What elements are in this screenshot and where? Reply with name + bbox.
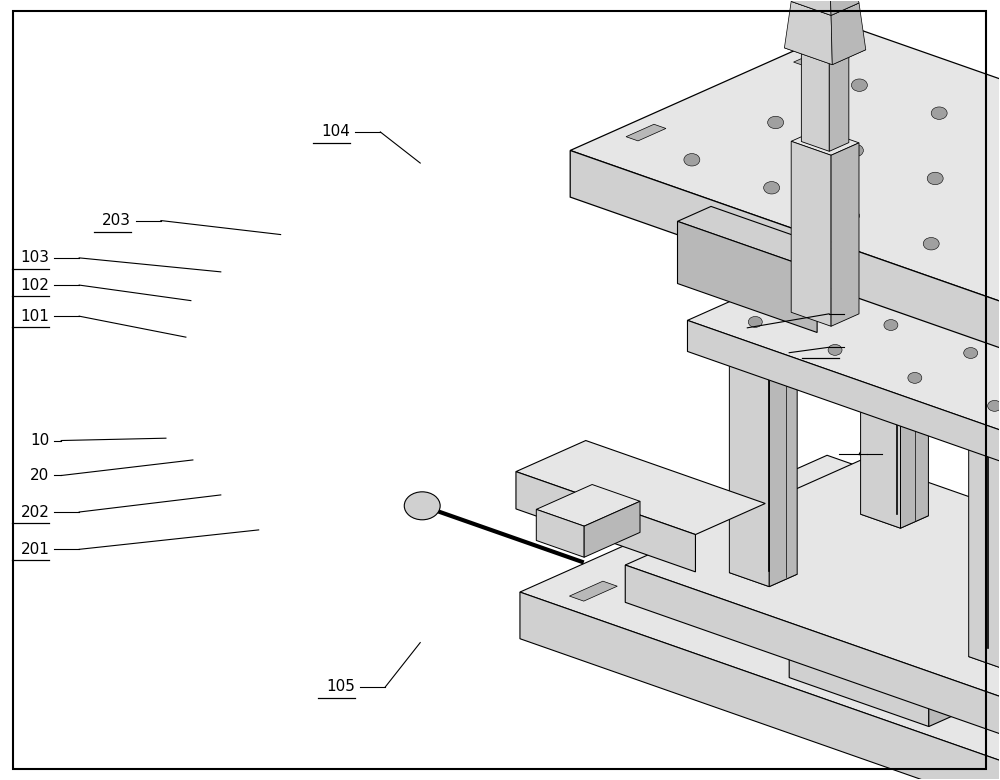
Polygon shape bbox=[791, 0, 831, 16]
Polygon shape bbox=[536, 484, 640, 526]
Polygon shape bbox=[570, 26, 1000, 332]
Polygon shape bbox=[626, 124, 666, 141]
Polygon shape bbox=[769, 356, 797, 587]
Polygon shape bbox=[791, 129, 859, 155]
Circle shape bbox=[923, 237, 939, 250]
Polygon shape bbox=[829, 49, 849, 151]
Polygon shape bbox=[831, 143, 859, 326]
Circle shape bbox=[748, 317, 762, 328]
Polygon shape bbox=[584, 502, 640, 557]
Text: 203: 203 bbox=[102, 213, 131, 228]
Polygon shape bbox=[831, 3, 866, 65]
Polygon shape bbox=[829, 0, 859, 16]
Text: 106: 106 bbox=[810, 340, 839, 355]
Circle shape bbox=[908, 372, 922, 383]
Circle shape bbox=[927, 172, 943, 185]
Polygon shape bbox=[791, 0, 859, 16]
Polygon shape bbox=[861, 296, 900, 528]
Polygon shape bbox=[821, 470, 869, 489]
Text: 202: 202 bbox=[20, 505, 49, 519]
Text: 104: 104 bbox=[322, 125, 350, 140]
Polygon shape bbox=[729, 560, 797, 587]
Circle shape bbox=[931, 107, 947, 119]
Circle shape bbox=[851, 79, 867, 91]
Polygon shape bbox=[801, 48, 829, 151]
Circle shape bbox=[768, 116, 784, 129]
Polygon shape bbox=[969, 644, 1000, 671]
Text: 102: 102 bbox=[20, 278, 49, 292]
Polygon shape bbox=[969, 439, 1000, 671]
Circle shape bbox=[860, 267, 874, 278]
Polygon shape bbox=[801, 40, 849, 58]
Polygon shape bbox=[861, 502, 928, 528]
Polygon shape bbox=[516, 472, 695, 572]
Polygon shape bbox=[625, 565, 1000, 750]
Polygon shape bbox=[678, 207, 851, 271]
Circle shape bbox=[988, 400, 1000, 411]
Circle shape bbox=[964, 348, 978, 359]
Circle shape bbox=[764, 182, 780, 194]
Polygon shape bbox=[789, 569, 999, 649]
Circle shape bbox=[404, 492, 440, 519]
Circle shape bbox=[828, 345, 842, 356]
Polygon shape bbox=[784, 2, 832, 65]
Polygon shape bbox=[729, 355, 769, 587]
Polygon shape bbox=[929, 618, 999, 726]
Circle shape bbox=[884, 320, 898, 331]
Text: 10: 10 bbox=[30, 433, 49, 448]
Text: 30: 30 bbox=[820, 307, 839, 321]
Polygon shape bbox=[794, 50, 833, 66]
Text: 201: 201 bbox=[20, 542, 49, 557]
Polygon shape bbox=[687, 321, 1000, 470]
Polygon shape bbox=[784, 33, 866, 65]
Polygon shape bbox=[791, 141, 831, 326]
Polygon shape bbox=[678, 222, 817, 332]
Polygon shape bbox=[516, 441, 765, 534]
Polygon shape bbox=[789, 600, 929, 726]
Polygon shape bbox=[570, 151, 1000, 379]
Circle shape bbox=[804, 292, 818, 303]
Polygon shape bbox=[569, 581, 617, 601]
Circle shape bbox=[940, 295, 954, 306]
Circle shape bbox=[843, 210, 859, 222]
Polygon shape bbox=[687, 239, 1000, 439]
Text: 103: 103 bbox=[20, 250, 49, 265]
Polygon shape bbox=[625, 459, 1000, 712]
Text: 20: 20 bbox=[30, 468, 49, 483]
Circle shape bbox=[847, 144, 863, 157]
Text: 101: 101 bbox=[20, 309, 49, 324]
Circle shape bbox=[684, 154, 700, 166]
Text: 40: 40 bbox=[858, 446, 877, 461]
Polygon shape bbox=[520, 592, 1000, 780]
Text: 105: 105 bbox=[327, 679, 355, 694]
Polygon shape bbox=[900, 298, 928, 528]
Polygon shape bbox=[536, 509, 584, 557]
Polygon shape bbox=[520, 456, 1000, 780]
